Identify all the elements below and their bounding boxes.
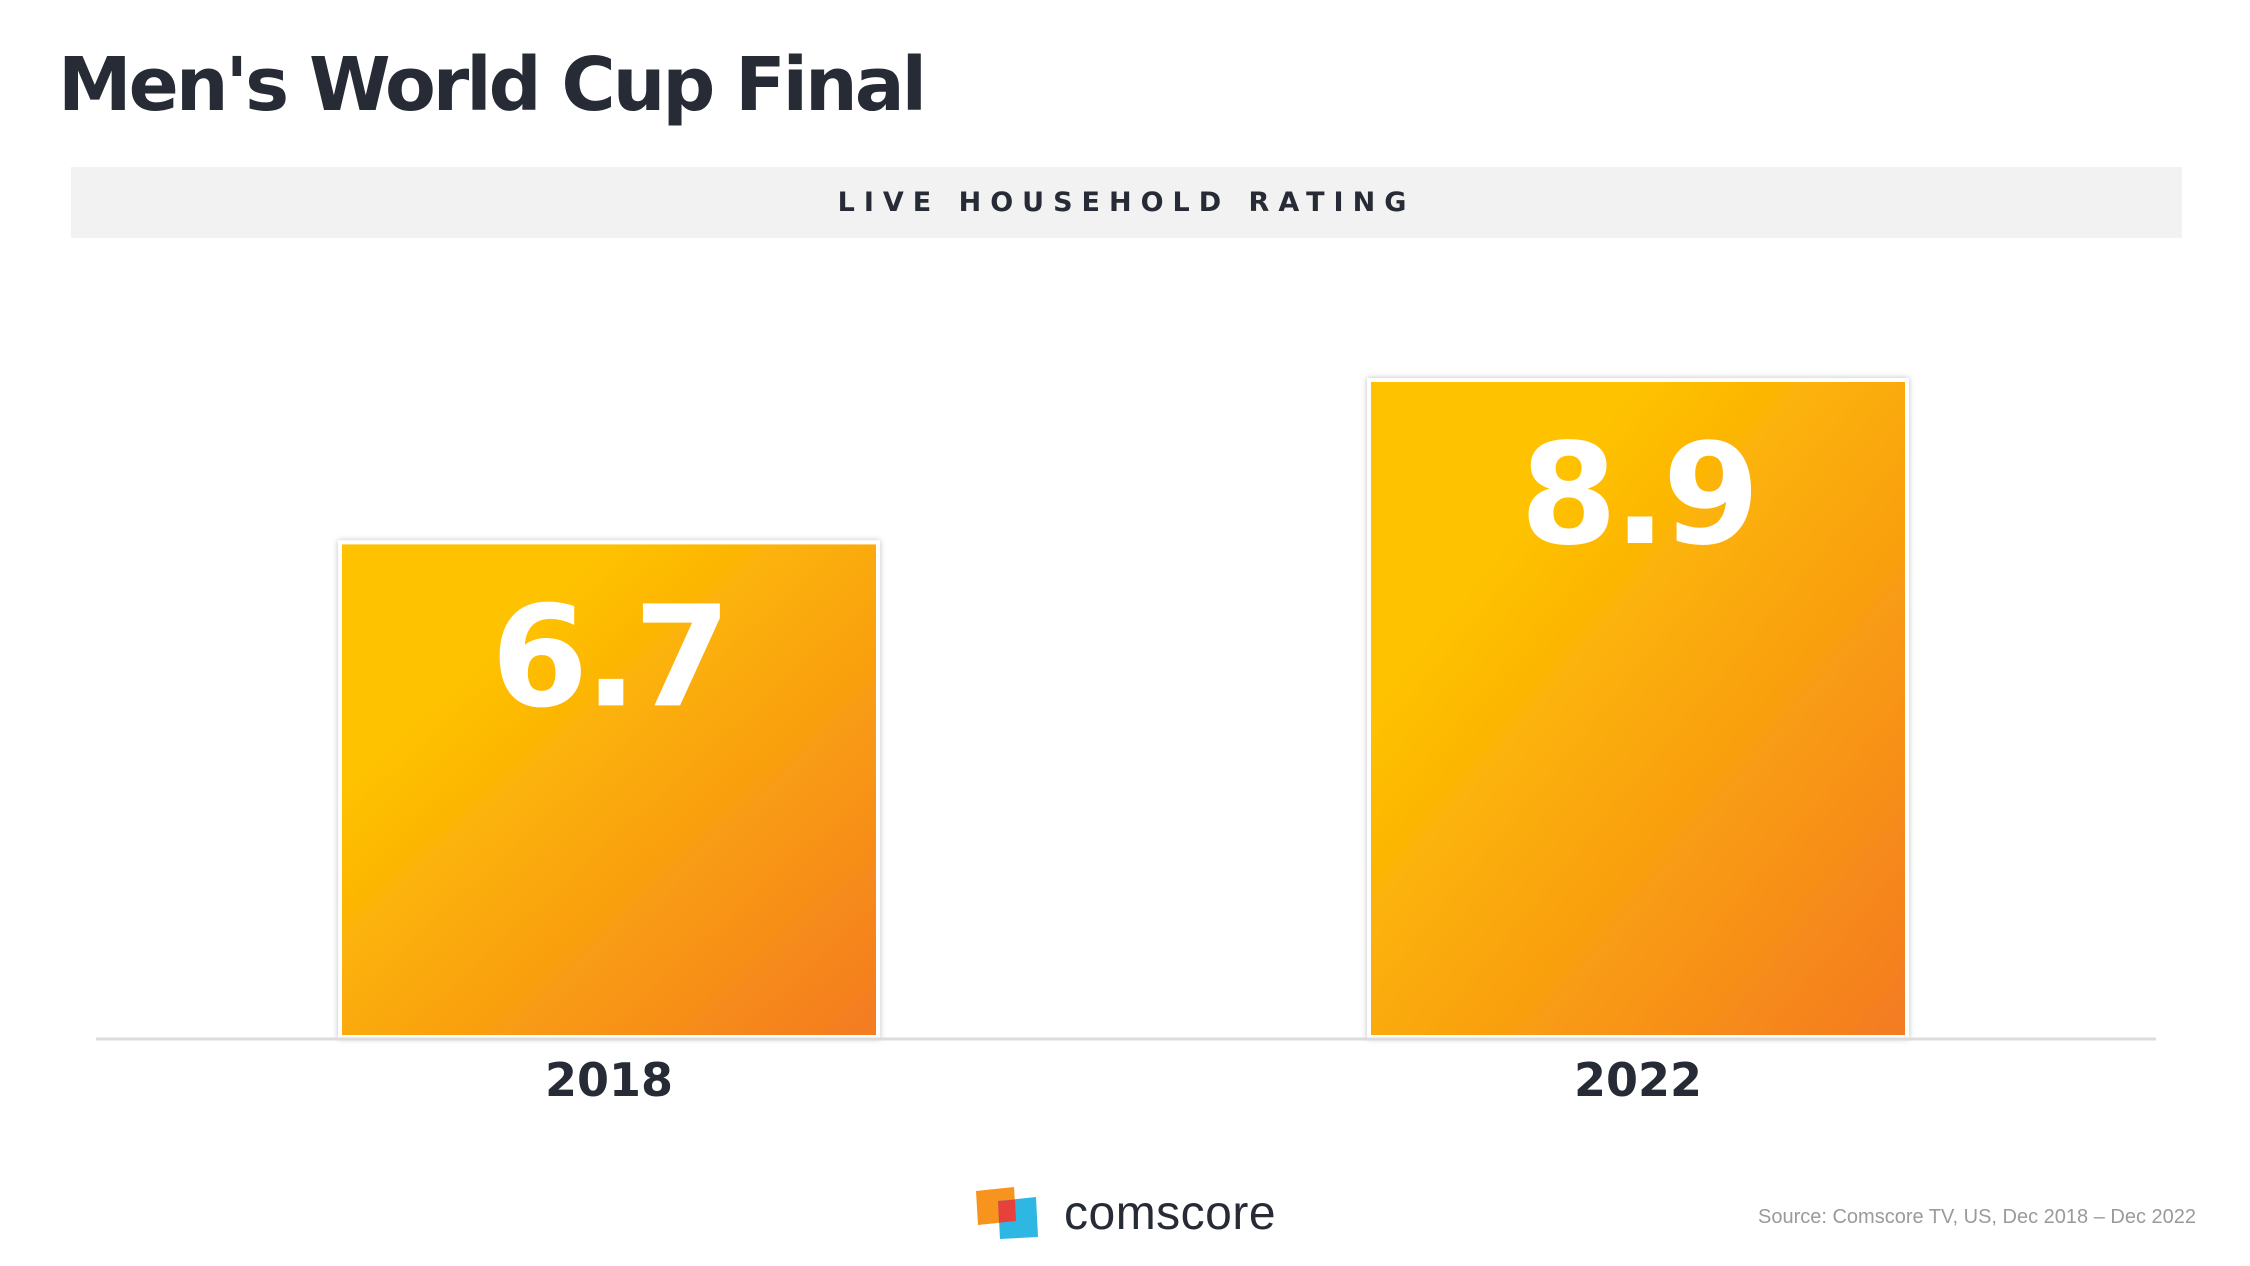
bar-value-label-2018: 6.7: [491, 576, 727, 739]
brand-name: comscore: [1064, 1186, 1277, 1240]
bar-2022: [1367, 378, 1909, 1039]
category-labels-group: 2018 2022: [545, 1053, 1702, 1107]
x-tick-label-2018: 2018: [545, 1053, 673, 1107]
bar-value-label-2022: 8.9: [1520, 414, 1756, 577]
comscore-logo-icon: [976, 1187, 1038, 1239]
bars-group: 6.7 8.9: [338, 378, 1909, 1039]
brand-logo: comscore: [974, 1183, 1276, 1243]
chart-subtitle: LIVE HOUSEHOLD RATING: [837, 187, 1416, 218]
source-note: Source: Comscore TV, US, Dec 2018 – Dec …: [1757, 1206, 2196, 1228]
page-title: Men's World Cup Final: [58, 42, 927, 128]
bar-2018: [338, 540, 880, 1039]
subtitle-band: LIVE HOUSEHOLD RATING: [71, 167, 2182, 238]
x-tick-label-2022: 2022: [1574, 1053, 1702, 1107]
